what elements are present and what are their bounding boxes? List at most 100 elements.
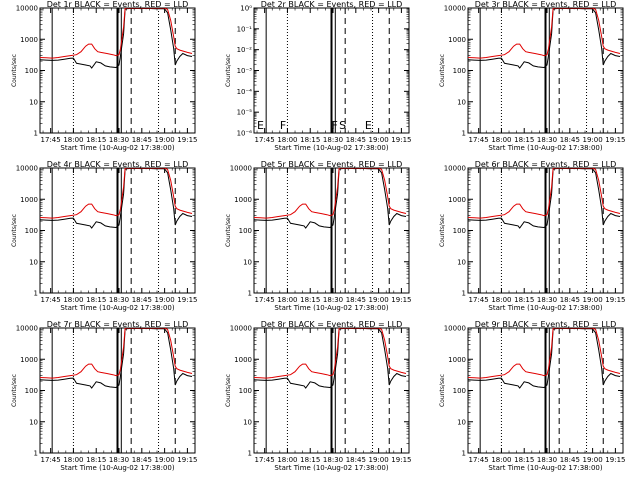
lld-series-line [254, 168, 407, 219]
y-tick-label: 10 [243, 258, 252, 266]
x-tick-label: 19:00 [155, 456, 175, 464]
x-tick-label: 19:00 [369, 456, 389, 464]
x-tick-label: 17:45 [255, 456, 275, 464]
events-series-line [468, 8, 621, 69]
y-tick-label: 10 [457, 258, 466, 266]
x-tick-label: 19:00 [369, 296, 389, 304]
panel-det-7: Det 7r BLACK = Events, RED = LLD 1 10 100 10… [11, 320, 197, 472]
events-series-line [468, 328, 621, 389]
x-axis-label: Start Time (10-Aug-02 17:38:00) [274, 304, 388, 312]
annotation-letter: F [332, 119, 338, 132]
x-tick-label: 19:15 [391, 136, 411, 144]
x-tick-label: 18:15 [514, 296, 534, 304]
y-tick-label: 100 [239, 387, 252, 395]
y-axis-label: Counts/sec [225, 214, 232, 247]
lld-series-line [40, 328, 193, 379]
panel-title: Det 2r BLACK = Events, RED = LLD [261, 0, 403, 9]
y-tick-label: 100 [453, 387, 466, 395]
y-tick-label: 10⁻⁶ [237, 130, 253, 138]
events-series-line [40, 328, 193, 389]
x-tick-label: 18:30 [323, 456, 343, 464]
events-series-line [254, 328, 407, 389]
y-tick-label: 1 [462, 290, 466, 298]
x-tick-label: 19:15 [177, 296, 197, 304]
x-tick-label: 19:00 [369, 136, 389, 144]
panel-det-5: Det 5r BLACK = Events, RED = LLD 1 10 100 10… [225, 160, 411, 312]
y-tick-label: 1000 [20, 356, 38, 364]
panel-det-4: Det 4r BLACK = Events, RED = LLD 1 10 100 10… [11, 160, 197, 312]
x-tick-label: 17:45 [469, 136, 489, 144]
x-tick-label: 18:45 [132, 456, 152, 464]
x-tick-label: 18:15 [300, 456, 320, 464]
x-tick-label: 18:00 [63, 456, 83, 464]
y-tick-label: 10 [243, 418, 252, 426]
y-tick-label: 1 [248, 290, 252, 298]
events-series-line [468, 168, 621, 229]
panel-det-6: Det 6r BLACK = Events, RED = LLD 1 10 100 10… [439, 160, 625, 312]
x-tick-label: 18:00 [491, 456, 511, 464]
panel-det-2: Det 2r BLACK = Events, RED = LLD 10⁻⁶ 10⁻⁵… [225, 0, 411, 152]
y-tick-label: 100 [453, 67, 466, 75]
y-tick-label: 1 [462, 450, 466, 458]
x-tick-label: 19:00 [583, 456, 603, 464]
y-tick-label: 1000 [20, 36, 38, 44]
annotation-letter: E [365, 119, 372, 132]
x-axis-label: Start Time (10-Aug-02 17:38:00) [488, 304, 602, 312]
y-tick-label: 10⁻² [237, 46, 253, 54]
y-tick-label: 1 [462, 130, 466, 138]
x-axis-label: Start Time (10-Aug-02 17:38:00) [274, 144, 388, 152]
x-tick-label: 18:15 [300, 296, 320, 304]
x-tick-label: 18:45 [346, 136, 366, 144]
x-axis-label: Start Time (10-Aug-02 17:38:00) [488, 464, 602, 472]
lld-series-line [40, 168, 193, 219]
y-axis-label: Counts/sec [11, 54, 18, 87]
panel-title: Det 5r BLACK = Events, RED = LLD [261, 160, 403, 169]
x-tick-label: 18:30 [109, 456, 129, 464]
y-tick-label: 1000 [20, 196, 38, 204]
y-tick-label: 1000 [448, 356, 466, 364]
x-tick-label: 19:15 [605, 456, 625, 464]
x-tick-label: 17:45 [255, 296, 275, 304]
y-tick-label: 10 [457, 418, 466, 426]
x-axis-label: Start Time (10-Aug-02 17:38:00) [274, 464, 388, 472]
panel-title: Det 9r BLACK = Events, RED = LLD [475, 320, 617, 329]
x-axis-label: Start Time (10-Aug-02 17:38:00) [60, 304, 174, 312]
y-axis-label: Counts/sec [439, 54, 446, 87]
x-tick-label: 18:30 [109, 136, 129, 144]
x-tick-label: 19:00 [155, 296, 175, 304]
x-tick-label: 17:45 [469, 296, 489, 304]
events-series-line [40, 8, 193, 69]
y-tick-label: 10⁻⁵ [237, 109, 253, 117]
y-tick-label: 100 [25, 67, 38, 75]
y-tick-label: 1000 [234, 356, 252, 364]
y-tick-label: 10⁰ [240, 5, 252, 13]
x-tick-label: 18:30 [109, 296, 129, 304]
y-tick-label: 100 [25, 387, 38, 395]
x-tick-label: 19:15 [391, 456, 411, 464]
x-tick-label: 19:15 [177, 456, 197, 464]
y-tick-label: 10000 [16, 325, 38, 333]
x-tick-label: 18:00 [63, 296, 83, 304]
y-tick-label: 10 [457, 98, 466, 106]
panel-title: Det 1r BLACK = Events, RED = LLD [47, 0, 189, 9]
y-tick-label: 10000 [16, 165, 38, 173]
x-tick-label: 19:15 [605, 136, 625, 144]
x-tick-label: 18:15 [86, 296, 106, 304]
y-tick-label: 100 [25, 227, 38, 235]
y-axis-label: Counts/sec [225, 54, 232, 87]
y-axis-label: Counts/sec [439, 374, 446, 407]
y-tick-label: 100 [453, 227, 466, 235]
x-tick-label: 19:15 [391, 296, 411, 304]
x-tick-label: 18:15 [300, 136, 320, 144]
y-tick-label: 10000 [16, 5, 38, 13]
x-tick-label: 18:15 [514, 456, 534, 464]
lld-series-line [468, 168, 621, 219]
y-tick-label: 1 [248, 450, 252, 458]
x-tick-label: 18:30 [323, 136, 343, 144]
lld-series-line [40, 8, 193, 59]
x-tick-label: 18:30 [537, 296, 557, 304]
x-tick-label: 18:00 [63, 136, 83, 144]
y-axis-label: Counts/sec [11, 214, 18, 247]
panel-title: Det 8r BLACK = Events, RED = LLD [261, 320, 403, 329]
